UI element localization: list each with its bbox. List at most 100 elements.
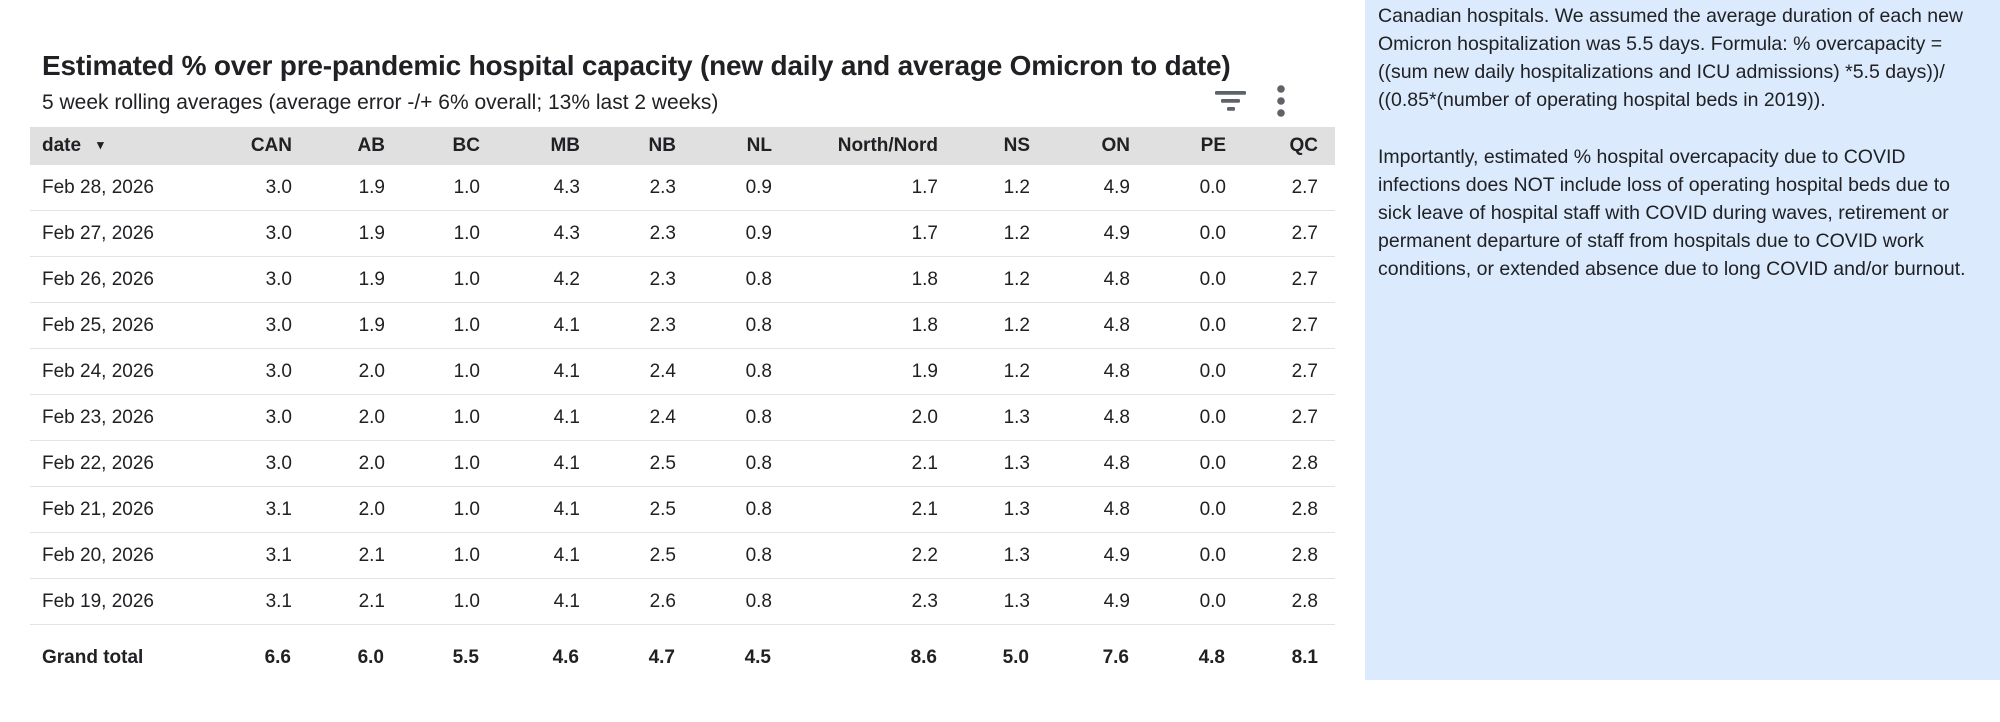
value-cell: 2.3 — [772, 578, 938, 625]
value-cell: 0.8 — [676, 394, 772, 441]
sort-arrow-icon: ▾ — [97, 137, 104, 152]
value-cell: 4.9 — [1030, 165, 1130, 211]
value-cell: 3.1 — [200, 486, 292, 533]
chart-toolbar — [1214, 84, 1286, 118]
date-cell: Feb 23, 2026 — [30, 394, 200, 441]
grand-total-cell: 5.5 — [452, 647, 479, 668]
value-cell: 1.0 — [385, 486, 480, 533]
value-cell: 4.9 — [1030, 210, 1130, 257]
value-cell: 0.8 — [676, 440, 772, 487]
column-header-can[interactable]: CAN — [200, 127, 292, 165]
column-header-pe[interactable]: PE — [1130, 127, 1226, 165]
value-cell: 2.7 — [1226, 394, 1335, 441]
value-cell: 2.8 — [1226, 440, 1335, 487]
grand-total-cell: 5.0 — [1002, 647, 1029, 668]
value-cell: 4.8 — [1030, 394, 1130, 441]
value-cell: 2.4 — [580, 348, 676, 395]
value-cell: 4.8 — [1030, 440, 1130, 487]
value-cell: 4.1 — [480, 440, 580, 487]
value-cell: 3.1 — [200, 532, 292, 579]
table-row: Feb 27, 2026 3.0 1.9 1.0 4.3 2.3 0.9 1.7 1.2 4.9 0… — [30, 210, 1335, 257]
grand-total-cell: 4.8 — [1198, 647, 1225, 668]
column-header-date[interactable]: date ▾ — [30, 127, 200, 165]
column-header-mb[interactable]: MB — [480, 127, 580, 165]
more-options-icon[interactable] — [1276, 84, 1286, 118]
value-cell: 0.0 — [1130, 578, 1226, 625]
value-cell: 4.9 — [1030, 532, 1130, 579]
value-cell: 4.2 — [480, 256, 580, 303]
value-cell: 2.0 — [292, 348, 385, 395]
table-row: Feb 23, 2026 3.0 2.0 1.0 4.1 2.4 0.8 2.0 1.3 4.8 0… — [30, 394, 1335, 441]
column-header-ab[interactable]: AB — [292, 127, 385, 165]
table-row: Feb 21, 2026 3.1 2.0 1.0 4.1 2.5 0.8 2.1 1.3 4.8 0… — [30, 486, 1335, 533]
value-cell: 1.2 — [938, 165, 1030, 211]
date-cell: Feb 19, 2026 — [30, 578, 200, 625]
column-header-ns[interactable]: NS — [938, 127, 1030, 165]
value-cell: 3.1 — [200, 578, 292, 625]
grand-total-cell: 6.6 — [264, 647, 291, 668]
column-header-nb[interactable]: NB — [580, 127, 676, 165]
column-header-nl[interactable]: NL — [676, 127, 772, 165]
value-cell: 2.0 — [292, 486, 385, 533]
column-header-north-nord[interactable]: North/Nord — [772, 127, 938, 165]
value-cell: 2.0 — [772, 394, 938, 441]
date-cell: Feb 22, 2026 — [30, 440, 200, 487]
date-cell: Feb 20, 2026 — [30, 532, 200, 579]
value-cell: 0.8 — [676, 578, 772, 625]
value-cell: 1.0 — [385, 302, 480, 349]
page-subtitle: 5 week rolling averages (average error -… — [42, 91, 719, 114]
value-cell: 1.7 — [772, 165, 938, 211]
value-cell: 2.3 — [580, 302, 676, 349]
column-header-on[interactable]: ON — [1030, 127, 1130, 165]
value-cell: 2.5 — [580, 440, 676, 487]
grand-total-cell: 4.6 — [552, 647, 579, 668]
grand-total-cell: 4.7 — [648, 647, 675, 668]
column-header-qc[interactable]: QC — [1226, 127, 1335, 165]
value-cell: 0.9 — [676, 210, 772, 257]
date-cell: Feb 28, 2026 — [30, 165, 200, 211]
grand-total-row: Grand total 6.6 6.0 5.5 4.6 4.7 4.5 8.6 5.0 7.6 4… — [30, 625, 1335, 684]
value-cell: 0.9 — [676, 165, 772, 211]
value-cell: 3.0 — [200, 302, 292, 349]
value-cell: 1.0 — [385, 165, 480, 211]
value-cell: 4.8 — [1030, 348, 1130, 395]
value-cell: 0.0 — [1130, 348, 1226, 395]
value-cell: 1.9 — [292, 210, 385, 257]
value-cell: 3.0 — [200, 440, 292, 487]
value-cell: 2.7 — [1226, 348, 1335, 395]
value-cell: 1.3 — [938, 440, 1030, 487]
value-cell: 0.8 — [676, 302, 772, 349]
value-cell: 0.0 — [1130, 394, 1226, 441]
value-cell: 3.0 — [200, 256, 292, 303]
date-cell: Feb 21, 2026 — [30, 486, 200, 533]
table-header-row: date ▾ CAN AB BC MB NB NL North/Nord NS O… — [30, 127, 1335, 165]
filter-icon[interactable] — [1214, 88, 1248, 115]
table-row: Feb 22, 2026 3.0 2.0 1.0 4.1 2.5 0.8 2.1 1.3 4.8 0… — [30, 440, 1335, 487]
value-cell: 4.3 — [480, 210, 580, 257]
column-header-bc[interactable]: BC — [385, 127, 480, 165]
date-cell: Feb 25, 2026 — [30, 302, 200, 349]
value-cell: 2.5 — [580, 532, 676, 579]
value-cell: 3.0 — [200, 394, 292, 441]
value-cell: 1.3 — [938, 578, 1030, 625]
value-cell: 2.8 — [1226, 578, 1335, 625]
value-cell: 1.0 — [385, 256, 480, 303]
value-cell: 2.8 — [1226, 486, 1335, 533]
date-cell: Feb 26, 2026 — [30, 256, 200, 303]
value-cell: 4.1 — [480, 486, 580, 533]
date-cell: Feb 24, 2026 — [30, 348, 200, 395]
value-cell: 1.3 — [938, 486, 1030, 533]
table-row: Feb 19, 2026 3.1 2.1 1.0 4.1 2.6 0.8 2.3 1.3 4.9 0… — [30, 578, 1335, 625]
value-cell: 1.0 — [385, 578, 480, 625]
value-cell: 0.0 — [1130, 256, 1226, 303]
value-cell: 2.7 — [1226, 165, 1335, 211]
value-cell: 1.0 — [385, 440, 480, 487]
grand-total-cell: 7.6 — [1102, 647, 1129, 668]
table-row: Feb 25, 2026 3.0 1.9 1.0 4.1 2.3 0.8 1.8 1.2 4.8 0… — [30, 302, 1335, 349]
value-cell: 1.3 — [938, 394, 1030, 441]
value-cell: 4.1 — [480, 302, 580, 349]
value-cell: 3.0 — [200, 210, 292, 257]
value-cell: 2.8 — [1226, 532, 1335, 579]
grand-total-cell: 8.6 — [910, 647, 937, 668]
value-cell: 1.2 — [938, 348, 1030, 395]
